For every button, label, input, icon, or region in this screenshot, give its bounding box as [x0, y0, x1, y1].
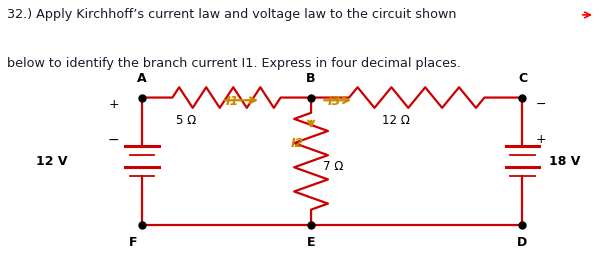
Text: +: + [536, 133, 547, 146]
Text: 18 V: 18 V [549, 155, 580, 168]
Text: A: A [137, 72, 147, 85]
Text: 12 Ω: 12 Ω [382, 114, 410, 127]
Text: −: − [108, 133, 120, 147]
Text: C: C [518, 72, 527, 85]
Text: B: B [306, 72, 316, 85]
Text: −: − [536, 98, 546, 111]
Text: +: + [109, 98, 120, 111]
Text: 12 V: 12 V [36, 155, 67, 168]
Text: 7 Ω: 7 Ω [323, 160, 344, 173]
Text: D: D [518, 236, 527, 249]
Text: E: E [307, 236, 315, 249]
Text: F: F [129, 236, 137, 249]
Text: I3: I3 [327, 95, 341, 108]
Text: I1: I1 [226, 95, 239, 108]
Text: 32.) Apply Kirchhoff’s current law and voltage law to the circuit shown: 32.) Apply Kirchhoff’s current law and v… [7, 8, 457, 21]
Text: 5 Ω: 5 Ω [176, 114, 196, 127]
Text: below to identify the branch current I1. Express in four decimal places.: below to identify the branch current I1.… [7, 57, 461, 70]
Text: I2: I2 [291, 137, 304, 150]
